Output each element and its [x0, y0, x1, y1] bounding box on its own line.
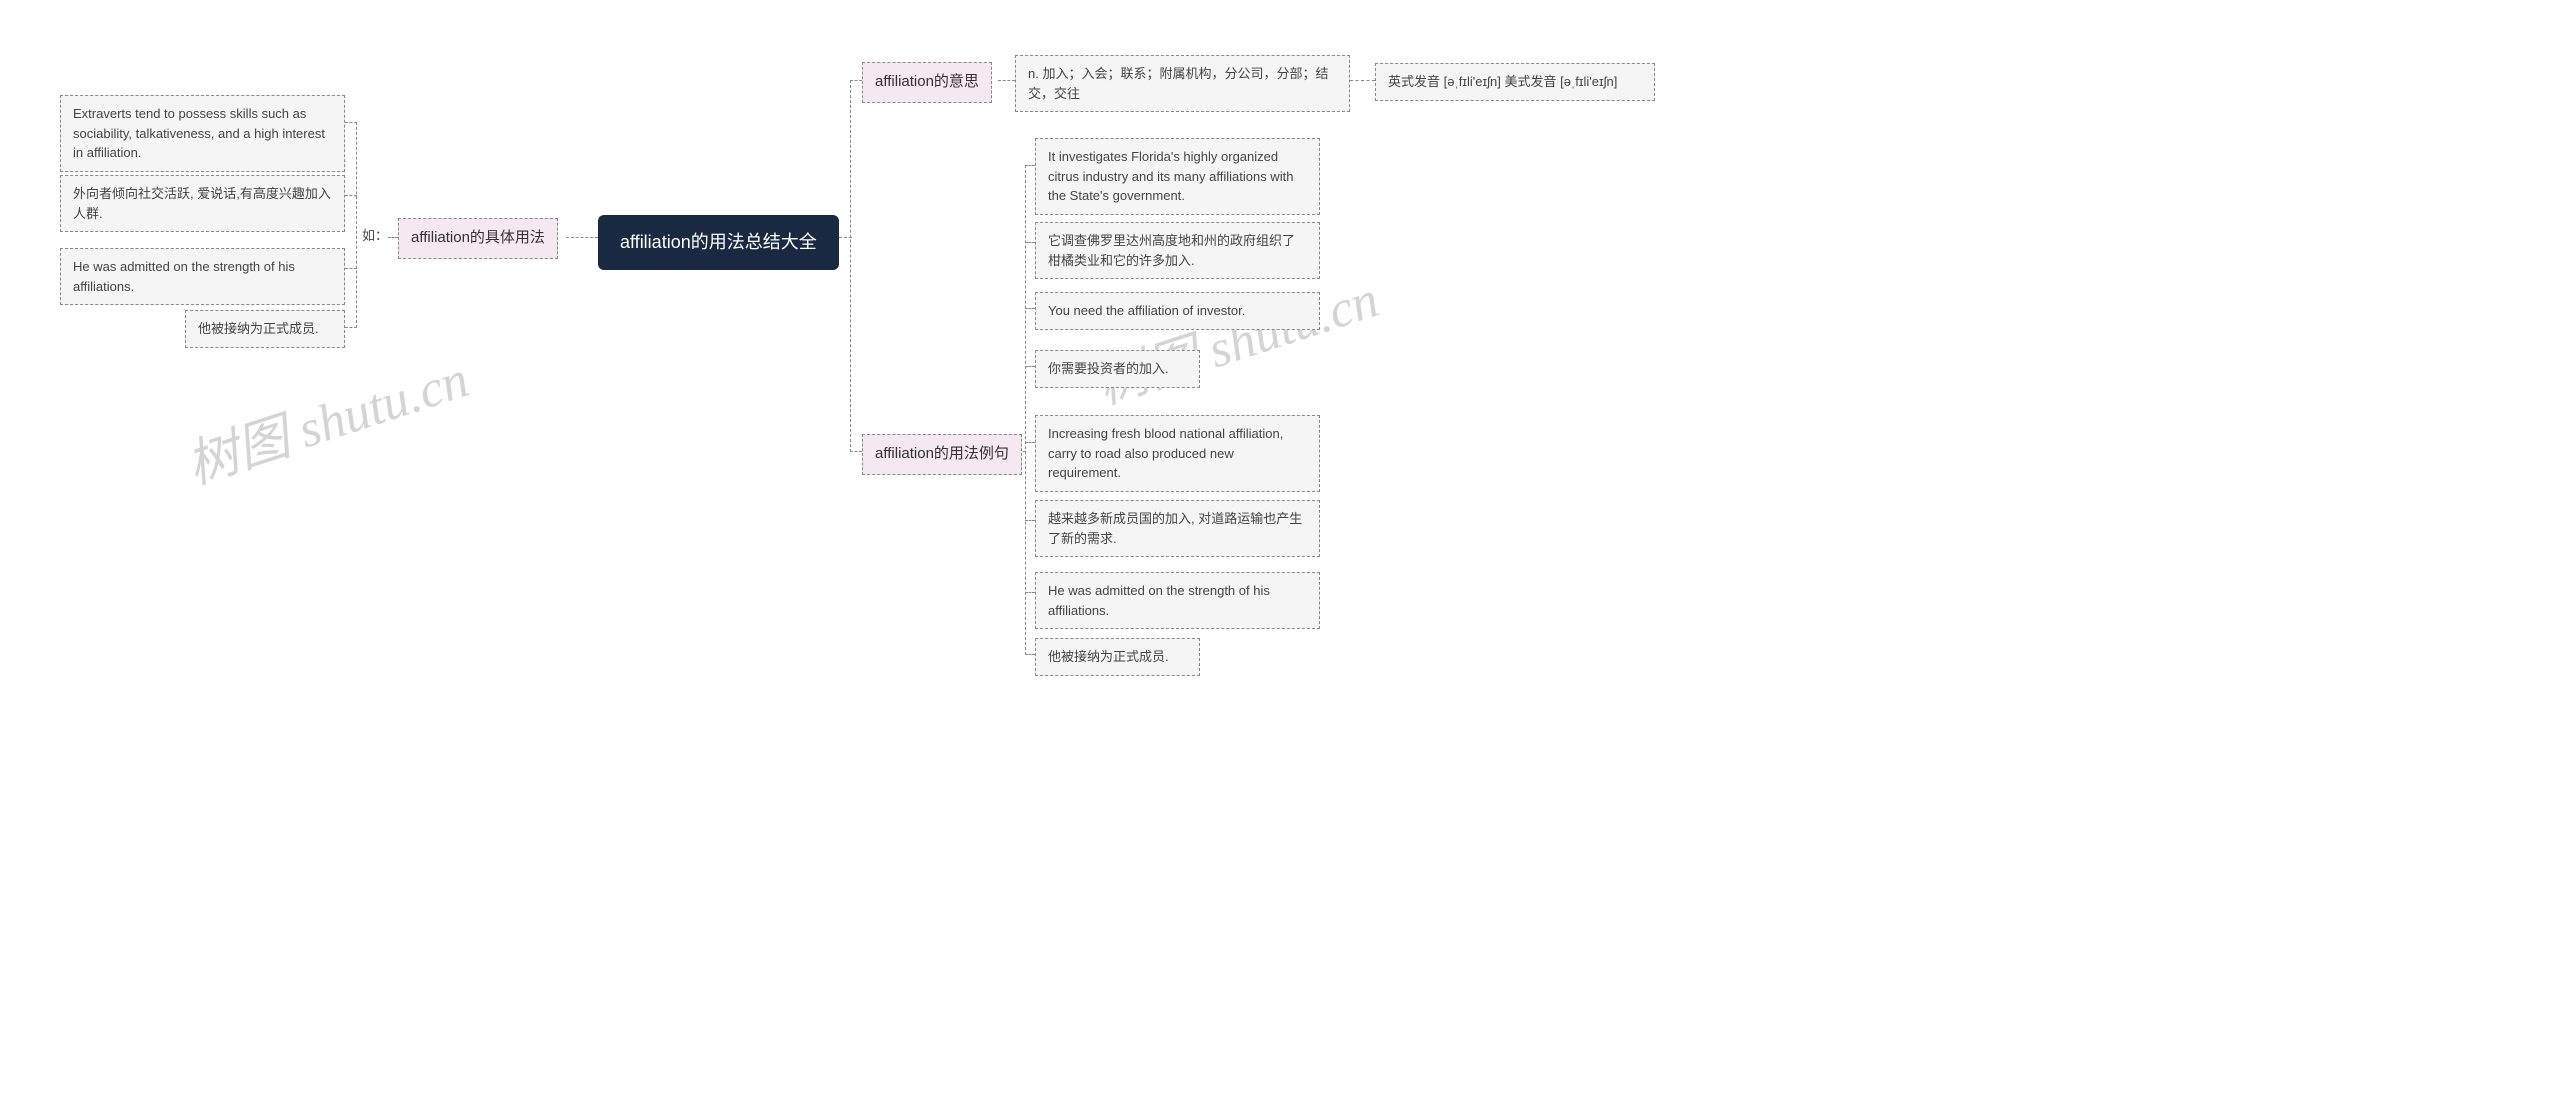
watermark-left: 树图 shutu.cn — [176, 337, 477, 498]
branch-meaning[interactable]: affiliation的意思 — [862, 62, 992, 103]
watermark-right: 树图 shutu.cn — [1086, 257, 1387, 418]
ex-leaf-1: 它调查佛罗里达州高度地和州的政府组织了柑橘类业和它的许多加入. — [1035, 222, 1320, 279]
conn — [1025, 242, 1035, 243]
conn — [1025, 366, 1035, 367]
left-leaf-2: He was admitted on the strength of his a… — [60, 248, 345, 305]
conn — [850, 80, 851, 452]
meaning-leaf-0: n. 加入；入会；联系；附属机构，分公司，分部；结交，交往 — [1015, 55, 1350, 112]
conn — [345, 268, 357, 269]
conn — [345, 327, 357, 328]
conn — [1025, 442, 1035, 443]
conn — [850, 80, 862, 81]
left-leaf-0: Extraverts tend to possess skills such a… — [60, 95, 345, 172]
branch-examples[interactable]: affiliation的用法例句 — [862, 434, 1022, 475]
left-leaf-3: 他被接纳为正式成员. — [185, 310, 345, 348]
left-leaf-1: 外向者倾向社交活跃, 爱说话,有高度兴趣加入人群. — [60, 175, 345, 232]
ex-leaf-0: It investigates Florida's highly organiz… — [1035, 138, 1320, 215]
branch-usage[interactable]: affiliation的具体用法 — [398, 218, 558, 259]
conn — [345, 122, 357, 123]
ex-leaf-6: He was admitted on the strength of his a… — [1035, 572, 1320, 629]
conn — [1025, 520, 1035, 521]
conn — [566, 237, 598, 238]
conn — [1025, 654, 1035, 655]
conn — [850, 451, 862, 452]
ex-leaf-2: You need the affiliation of investor. — [1035, 292, 1320, 330]
ex-leaf-4: Increasing fresh blood national affiliat… — [1035, 415, 1320, 492]
meaning-leaf-0-0: 英式发音 [əˌfɪli'eɪʃn] 美式发音 [əˌfɪli'eɪʃn] — [1375, 63, 1655, 101]
ex-leaf-3: 你需要投资者的加入. — [1035, 350, 1200, 388]
conn — [356, 122, 357, 328]
conn — [1025, 592, 1035, 593]
conn — [1350, 80, 1375, 81]
conn — [1025, 165, 1026, 655]
root-node[interactable]: affiliation的用法总结大全 — [598, 215, 839, 270]
conn — [1025, 165, 1035, 166]
bridge-label: 如： — [358, 222, 392, 250]
conn — [345, 195, 357, 196]
conn — [998, 80, 1015, 81]
ex-leaf-5: 越来越多新成员国的加入, 对道路运输也产生了新的需求. — [1035, 500, 1320, 557]
ex-leaf-7: 他被接纳为正式成员. — [1035, 638, 1200, 676]
conn — [1025, 308, 1035, 309]
